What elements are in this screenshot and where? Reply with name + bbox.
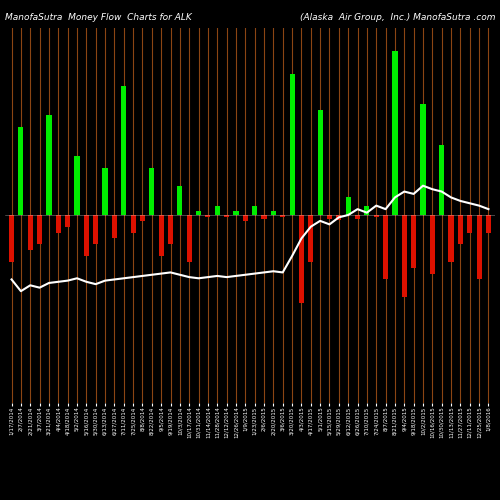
Bar bbox=[158, 215, 164, 256]
Bar bbox=[448, 215, 454, 262]
Bar bbox=[383, 215, 388, 280]
Bar bbox=[308, 215, 314, 262]
Bar bbox=[271, 212, 276, 215]
Bar bbox=[46, 116, 52, 215]
Bar bbox=[196, 212, 201, 215]
Bar bbox=[186, 215, 192, 262]
Bar bbox=[458, 215, 463, 244]
Text: ManofaSutra  Money Flow  Charts for ALK: ManofaSutra Money Flow Charts for ALK bbox=[5, 12, 192, 22]
Bar bbox=[243, 215, 248, 221]
Bar bbox=[411, 215, 416, 268]
Bar bbox=[224, 215, 229, 218]
Bar bbox=[178, 186, 182, 215]
Bar bbox=[355, 215, 360, 218]
Bar bbox=[467, 215, 472, 232]
Bar bbox=[364, 206, 370, 215]
Bar bbox=[318, 110, 322, 215]
Bar bbox=[430, 215, 435, 274]
Bar bbox=[28, 215, 33, 250]
Bar bbox=[402, 215, 407, 297]
Bar bbox=[392, 51, 398, 215]
Bar bbox=[168, 215, 173, 244]
Bar bbox=[65, 215, 70, 226]
Bar bbox=[74, 156, 80, 215]
Bar bbox=[252, 206, 257, 215]
Bar bbox=[476, 215, 482, 280]
Text: (Alaska  Air Group,  Inc.) ManofaSutra .com: (Alaska Air Group, Inc.) ManofaSutra .co… bbox=[300, 12, 495, 22]
Bar bbox=[420, 104, 426, 215]
Bar bbox=[130, 215, 136, 232]
Bar bbox=[346, 198, 351, 215]
Bar bbox=[149, 168, 154, 215]
Bar bbox=[18, 127, 24, 215]
Bar bbox=[290, 74, 294, 215]
Bar bbox=[102, 168, 108, 215]
Bar bbox=[9, 215, 14, 262]
Bar bbox=[140, 215, 145, 221]
Bar bbox=[262, 215, 266, 218]
Bar bbox=[206, 215, 210, 218]
Bar bbox=[93, 215, 98, 244]
Bar bbox=[121, 86, 126, 215]
Bar bbox=[299, 215, 304, 303]
Bar bbox=[439, 144, 444, 215]
Bar bbox=[84, 215, 89, 256]
Bar bbox=[327, 215, 332, 218]
Bar bbox=[56, 215, 61, 232]
Bar bbox=[374, 215, 379, 218]
Bar bbox=[336, 215, 342, 220]
Bar bbox=[112, 215, 117, 238]
Bar bbox=[214, 206, 220, 215]
Bar bbox=[234, 212, 238, 215]
Bar bbox=[280, 215, 285, 218]
Bar bbox=[37, 215, 42, 244]
Bar bbox=[486, 215, 491, 232]
